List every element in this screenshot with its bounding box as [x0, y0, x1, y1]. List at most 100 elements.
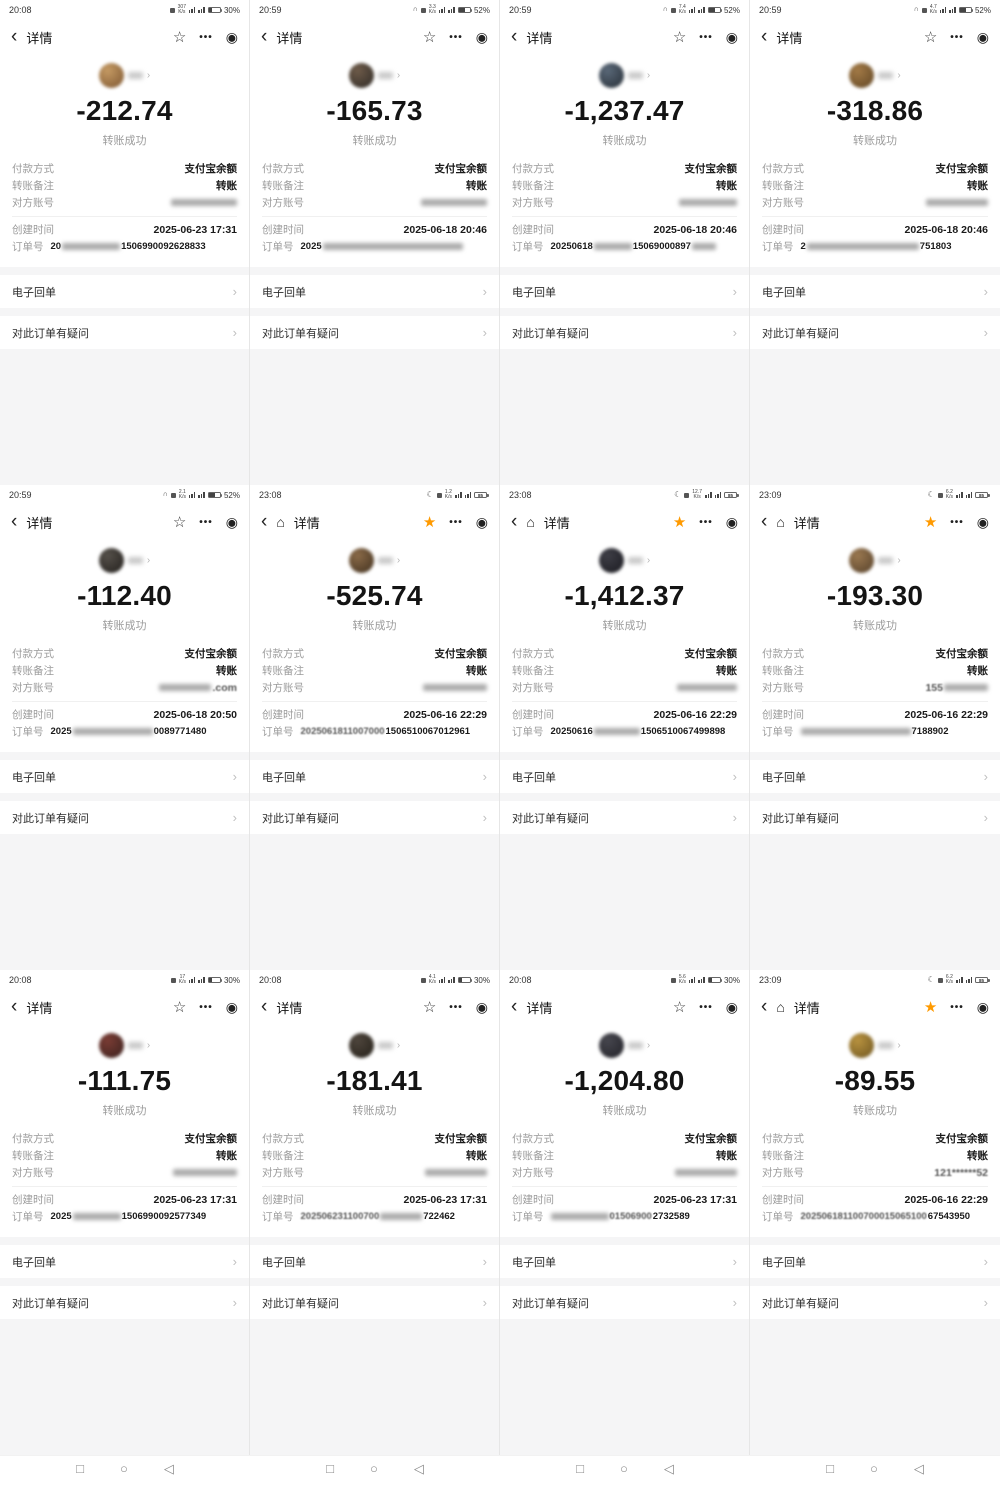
home-button[interactable]: ○ [370, 1461, 378, 1476]
home-icon[interactable]: ⌂ [776, 999, 785, 1015]
star-icon[interactable]: ☆ [672, 998, 687, 1016]
back-button[interactable]: ◁ [413, 1461, 424, 1476]
target-icon[interactable]: ◉ [976, 514, 989, 530]
target-icon[interactable]: ◉ [725, 999, 738, 1015]
question-link[interactable]: 对此订单有疑问 › [250, 1286, 499, 1319]
target-icon[interactable]: ◉ [225, 29, 238, 45]
question-link[interactable]: 对此订单有疑问 › [250, 801, 499, 834]
target-icon[interactable]: ◉ [976, 29, 989, 45]
more-icon[interactable]: ••• [199, 31, 213, 43]
back-icon[interactable]: ‹ [261, 511, 268, 532]
question-link[interactable]: 对此订单有疑问 › [750, 801, 1000, 834]
home-icon[interactable]: ⌂ [526, 514, 535, 530]
recents-button[interactable]: □ [826, 1461, 834, 1476]
more-icon[interactable]: ••• [950, 31, 964, 43]
back-icon[interactable]: ‹ [761, 511, 768, 532]
home-button[interactable]: ○ [870, 1461, 878, 1476]
star-icon[interactable]: ☆ [422, 998, 437, 1016]
receipt-link[interactable]: 电子回单 › [500, 760, 749, 793]
star-icon[interactable]: ★ [672, 513, 687, 531]
question-link[interactable]: 对此订单有疑问 › [0, 801, 249, 834]
target-icon[interactable]: ◉ [225, 514, 238, 530]
more-icon[interactable]: ••• [199, 516, 213, 528]
home-button[interactable]: ○ [120, 1461, 128, 1476]
receipt-link[interactable]: 电子回单 › [0, 760, 249, 793]
question-link[interactable]: 对此订单有疑问 › [250, 316, 499, 349]
payee-row[interactable]: › [500, 547, 749, 574]
receipt-link[interactable]: 电子回单 › [500, 275, 749, 308]
back-icon[interactable]: ‹ [511, 511, 518, 532]
question-link[interactable]: 对此订单有疑问 › [500, 801, 749, 834]
star-icon[interactable]: ☆ [172, 28, 187, 46]
question-link[interactable]: 对此订单有疑问 › [500, 1286, 749, 1319]
star-icon[interactable]: ★ [923, 513, 938, 531]
receipt-link[interactable]: 电子回单 › [750, 275, 1000, 308]
back-icon[interactable]: ‹ [11, 996, 18, 1017]
back-button[interactable]: ◁ [913, 1461, 924, 1476]
target-icon[interactable]: ◉ [475, 29, 488, 45]
more-icon[interactable]: ••• [449, 516, 463, 528]
more-icon[interactable]: ••• [699, 1001, 713, 1013]
receipt-link[interactable]: 电子回单 › [250, 760, 499, 793]
back-button[interactable]: ◁ [663, 1461, 674, 1476]
back-icon[interactable]: ‹ [11, 511, 18, 532]
payee-row[interactable]: › [500, 62, 749, 89]
receipt-link[interactable]: 电子回单 › [0, 275, 249, 308]
question-link[interactable]: 对此订单有疑问 › [0, 316, 249, 349]
back-icon[interactable]: ‹ [261, 996, 268, 1017]
payee-row[interactable]: › [0, 1032, 249, 1059]
back-icon[interactable]: ‹ [761, 996, 768, 1017]
target-icon[interactable]: ◉ [725, 29, 738, 45]
receipt-link[interactable]: 电子回单 › [750, 1245, 1000, 1278]
back-icon[interactable]: ‹ [511, 996, 518, 1017]
payee-row[interactable]: › [750, 62, 1000, 89]
question-link[interactable]: 对此订单有疑问 › [0, 1286, 249, 1319]
payee-row[interactable]: › [0, 547, 249, 574]
recents-button[interactable]: □ [576, 1461, 584, 1476]
home-button[interactable]: ○ [620, 1461, 628, 1476]
payee-row[interactable]: › [250, 62, 499, 89]
more-icon[interactable]: ••• [699, 516, 713, 528]
more-icon[interactable]: ••• [449, 31, 463, 43]
question-link[interactable]: 对此订单有疑问 › [750, 316, 1000, 349]
receipt-link[interactable]: 电子回单 › [250, 1245, 499, 1278]
receipt-link[interactable]: 电子回单 › [500, 1245, 749, 1278]
recents-button[interactable]: □ [326, 1461, 334, 1476]
question-link[interactable]: 对此订单有疑问 › [500, 316, 749, 349]
question-link[interactable]: 对此订单有疑问 › [750, 1286, 1000, 1319]
star-icon[interactable]: ★ [422, 513, 437, 531]
back-icon[interactable]: ‹ [511, 26, 518, 47]
receipt-link[interactable]: 电子回单 › [0, 1245, 249, 1278]
target-icon[interactable]: ◉ [725, 514, 738, 530]
home-icon[interactable]: ⌂ [776, 514, 785, 530]
target-icon[interactable]: ◉ [225, 999, 238, 1015]
back-button[interactable]: ◁ [163, 1461, 174, 1476]
payee-row[interactable]: › [750, 547, 1000, 574]
star-icon[interactable]: ☆ [172, 998, 187, 1016]
home-icon[interactable]: ⌂ [276, 514, 285, 530]
more-icon[interactable]: ••• [199, 1001, 213, 1013]
star-icon[interactable]: ★ [923, 998, 938, 1016]
back-icon[interactable]: ‹ [261, 26, 268, 47]
star-icon[interactable]: ☆ [923, 28, 938, 46]
more-icon[interactable]: ••• [950, 1001, 964, 1013]
target-icon[interactable]: ◉ [976, 999, 989, 1015]
payee-row[interactable]: › [250, 547, 499, 574]
target-icon[interactable]: ◉ [475, 514, 488, 530]
payee-row[interactable]: › [500, 1032, 749, 1059]
recents-button[interactable]: □ [76, 1461, 84, 1476]
more-icon[interactable]: ••• [449, 1001, 463, 1013]
payee-row[interactable]: › [750, 1032, 1000, 1059]
more-icon[interactable]: ••• [699, 31, 713, 43]
receipt-link[interactable]: 电子回单 › [750, 760, 1000, 793]
payee-row[interactable]: › [0, 62, 249, 89]
star-icon[interactable]: ☆ [422, 28, 437, 46]
target-icon[interactable]: ◉ [475, 999, 488, 1015]
star-icon[interactable]: ☆ [672, 28, 687, 46]
back-icon[interactable]: ‹ [11, 26, 18, 47]
star-icon[interactable]: ☆ [172, 513, 187, 531]
more-icon[interactable]: ••• [950, 516, 964, 528]
receipt-link[interactable]: 电子回单 › [250, 275, 499, 308]
back-icon[interactable]: ‹ [761, 26, 768, 47]
payee-row[interactable]: › [250, 1032, 499, 1059]
